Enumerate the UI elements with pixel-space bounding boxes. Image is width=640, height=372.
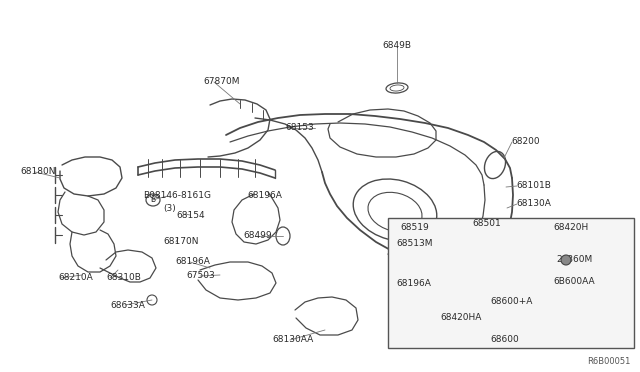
Text: 68420H: 68420H [553,224,588,232]
Text: 68153: 68153 [285,124,314,132]
Text: 68600+A: 68600+A [490,298,532,307]
Text: R6B00051: R6B00051 [587,357,630,366]
Text: 68196A: 68196A [175,257,210,266]
Text: (3): (3) [163,203,176,212]
Text: 68154: 68154 [176,211,205,219]
Text: 68210A: 68210A [58,273,93,282]
Text: 68420HA: 68420HA [440,314,481,323]
Text: 68101B: 68101B [516,182,551,190]
Text: 68310B: 68310B [106,273,141,282]
Bar [388,218,634,348]
Text: 68499: 68499 [243,231,271,241]
Text: 68180N: 68180N [20,167,56,176]
Text: 67870M: 67870M [203,77,239,87]
Text: B08146-8161G: B08146-8161G [143,192,211,201]
Text: 67503: 67503 [186,272,215,280]
Ellipse shape [561,255,571,265]
Text: B: B [150,196,156,205]
Text: 68600: 68600 [490,336,519,344]
Text: 68130AA: 68130AA [272,336,313,344]
Text: 6849B: 6849B [382,42,411,51]
Text: 68633A: 68633A [110,301,145,310]
Text: 24860M: 24860M [556,256,592,264]
Text: 68196A: 68196A [247,192,282,201]
Text: 68170N: 68170N [163,237,198,247]
Text: 68519: 68519 [400,224,429,232]
Text: 68196A: 68196A [396,279,431,288]
Text: 68130A: 68130A [516,199,551,208]
Text: 68501: 68501 [472,219,500,228]
Text: 68513M: 68513M [396,240,433,248]
Text: 6B600AA: 6B600AA [553,278,595,286]
Text: 68200: 68200 [511,138,540,147]
